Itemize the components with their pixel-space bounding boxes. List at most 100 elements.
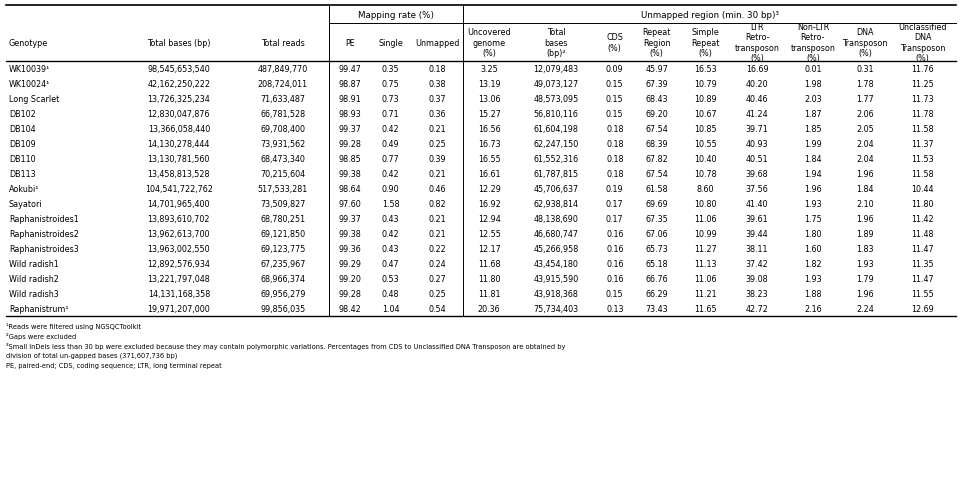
Text: LTR
Retro-
transposon
(%): LTR Retro- transposon (%) <box>734 23 778 63</box>
Text: Raphanistroides3: Raphanistroides3 <box>9 244 79 254</box>
Text: 10.40: 10.40 <box>693 155 716 164</box>
Text: 0.21: 0.21 <box>428 214 446 223</box>
Text: 11.76: 11.76 <box>910 65 933 74</box>
Text: 0.71: 0.71 <box>382 110 399 119</box>
Text: 1.82: 1.82 <box>803 260 821 269</box>
Text: 10.89: 10.89 <box>693 95 716 104</box>
Text: 99.36: 99.36 <box>338 244 360 254</box>
Text: 10.80: 10.80 <box>693 199 716 208</box>
Text: 67,235,967: 67,235,967 <box>259 260 306 269</box>
Text: 13,962,613,700: 13,962,613,700 <box>147 229 209 238</box>
Text: 45,266,958: 45,266,958 <box>533 244 579 254</box>
Text: 1.83: 1.83 <box>855 244 873 254</box>
Text: 20.36: 20.36 <box>478 305 500 313</box>
Text: Wild radish3: Wild radish3 <box>9 290 59 299</box>
Text: ²Gaps were excluded: ²Gaps were excluded <box>6 332 76 339</box>
Text: 2.04: 2.04 <box>855 155 873 164</box>
Text: 98.64: 98.64 <box>338 185 360 193</box>
Text: 0.47: 0.47 <box>382 260 399 269</box>
Text: 13,221,797,048: 13,221,797,048 <box>147 275 210 284</box>
Text: 11.58: 11.58 <box>910 170 933 179</box>
Text: 0.73: 0.73 <box>382 95 399 104</box>
Text: Long Scarlet: Long Scarlet <box>9 95 60 104</box>
Text: 0.16: 0.16 <box>605 244 623 254</box>
Text: 2.16: 2.16 <box>803 305 821 313</box>
Text: 37.56: 37.56 <box>745 185 768 193</box>
Text: 66,781,528: 66,781,528 <box>260 110 306 119</box>
Text: 69,123,775: 69,123,775 <box>259 244 306 254</box>
Text: 16.73: 16.73 <box>478 140 500 149</box>
Text: 13.19: 13.19 <box>478 80 500 89</box>
Text: 0.43: 0.43 <box>382 244 399 254</box>
Text: 0.54: 0.54 <box>428 305 446 313</box>
Text: 1.58: 1.58 <box>382 199 399 208</box>
Text: 0.77: 0.77 <box>382 155 399 164</box>
Text: 0.15: 0.15 <box>605 110 623 119</box>
Text: 0.25: 0.25 <box>428 290 446 299</box>
Text: 12,830,047,876: 12,830,047,876 <box>147 110 209 119</box>
Text: Raphanistroides1: Raphanistroides1 <box>9 214 79 223</box>
Text: 13,458,813,528: 13,458,813,528 <box>147 170 209 179</box>
Text: Aokubi¹: Aokubi¹ <box>9 185 39 193</box>
Text: 98.42: 98.42 <box>338 305 360 313</box>
Text: 68,780,251: 68,780,251 <box>260 214 306 223</box>
Text: 0.49: 0.49 <box>382 140 399 149</box>
Text: 1.98: 1.98 <box>803 80 821 89</box>
Text: 12.29: 12.29 <box>478 185 500 193</box>
Text: 11.55: 11.55 <box>910 290 933 299</box>
Text: 1.77: 1.77 <box>855 95 873 104</box>
Text: 16.69: 16.69 <box>745 65 768 74</box>
Text: Wild radish2: Wild radish2 <box>9 275 59 284</box>
Text: 0.21: 0.21 <box>428 229 446 238</box>
Text: 487,849,770: 487,849,770 <box>258 65 308 74</box>
Text: 0.42: 0.42 <box>382 170 399 179</box>
Text: 0.13: 0.13 <box>605 305 623 313</box>
Text: 0.42: 0.42 <box>382 125 399 134</box>
Text: Unmapped region (min. 30 bp)³: Unmapped region (min. 30 bp)³ <box>640 11 777 20</box>
Text: 14,131,168,358: 14,131,168,358 <box>148 290 209 299</box>
Text: DB109: DB109 <box>9 140 36 149</box>
Text: 12.17: 12.17 <box>478 244 500 254</box>
Text: 0.21: 0.21 <box>428 125 446 134</box>
Text: 208,724,011: 208,724,011 <box>258 80 308 89</box>
Text: 2.04: 2.04 <box>855 140 873 149</box>
Text: 1.79: 1.79 <box>855 275 873 284</box>
Text: 0.18: 0.18 <box>605 155 623 164</box>
Text: 0.22: 0.22 <box>428 244 446 254</box>
Text: 15.27: 15.27 <box>478 110 500 119</box>
Text: 40.46: 40.46 <box>745 95 768 104</box>
Text: 73,931,562: 73,931,562 <box>260 140 306 149</box>
Text: 75,734,403: 75,734,403 <box>533 305 578 313</box>
Text: Total bases (bp): Total bases (bp) <box>147 39 210 48</box>
Text: 0.25: 0.25 <box>428 140 446 149</box>
Text: 13,366,058,440: 13,366,058,440 <box>148 125 209 134</box>
Text: 13,893,610,702: 13,893,610,702 <box>147 214 209 223</box>
Text: 1.87: 1.87 <box>803 110 821 119</box>
Text: 0.36: 0.36 <box>428 110 446 119</box>
Text: 10.67: 10.67 <box>693 110 716 119</box>
Text: 13,130,781,560: 13,130,781,560 <box>147 155 209 164</box>
Text: 1.80: 1.80 <box>803 229 821 238</box>
Text: 62,247,150: 62,247,150 <box>533 140 579 149</box>
Text: 98.87: 98.87 <box>338 80 360 89</box>
Text: 11.73: 11.73 <box>910 95 933 104</box>
Text: 99.28: 99.28 <box>338 290 361 299</box>
Text: 16.92: 16.92 <box>478 199 500 208</box>
Text: 0.15: 0.15 <box>605 95 623 104</box>
Text: 68.39: 68.39 <box>645 140 668 149</box>
Text: 68,473,340: 68,473,340 <box>260 155 305 164</box>
Text: 1.99: 1.99 <box>803 140 821 149</box>
Text: 0.37: 0.37 <box>428 95 446 104</box>
Text: 10.85: 10.85 <box>693 125 716 134</box>
Text: 69,956,279: 69,956,279 <box>259 290 306 299</box>
Text: 10.79: 10.79 <box>693 80 716 89</box>
Text: Repeat
Region
(%): Repeat Region (%) <box>642 28 670 58</box>
Text: 61,552,316: 61,552,316 <box>533 155 578 164</box>
Text: 0.15: 0.15 <box>605 80 623 89</box>
Text: ³Small InDels less than 30 bp were excluded because they may contain polymorphic: ³Small InDels less than 30 bp were exclu… <box>6 342 565 349</box>
Text: 48,138,690: 48,138,690 <box>533 214 578 223</box>
Text: 99.38: 99.38 <box>338 229 360 238</box>
Text: 99.20: 99.20 <box>338 275 361 284</box>
Text: 12.55: 12.55 <box>478 229 500 238</box>
Text: Simple
Repeat
(%): Simple Repeat (%) <box>690 28 719 58</box>
